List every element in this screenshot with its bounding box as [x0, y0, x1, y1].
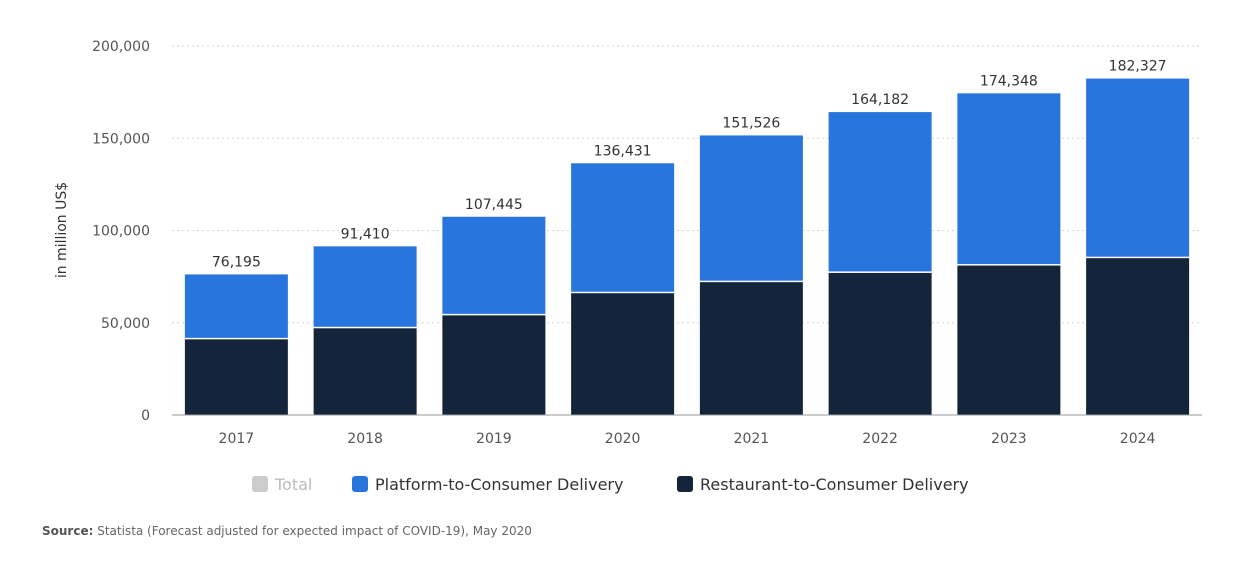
bar-restaurant-2022[interactable] — [828, 272, 932, 415]
bar-total-label: 91,410 — [341, 226, 390, 242]
bar-platform-2022[interactable] — [828, 112, 932, 272]
bar-platform-2017[interactable] — [184, 274, 288, 338]
x-tick-label: 2017 — [219, 431, 255, 447]
bar-total-label: 107,445 — [465, 197, 523, 213]
y-tick-label: 0 — [141, 408, 150, 424]
bar-total-label: 164,182 — [851, 92, 909, 108]
bar-restaurant-2019[interactable] — [442, 315, 546, 415]
legend-label[interactable]: Total — [274, 475, 312, 494]
bar-platform-2019[interactable] — [442, 216, 546, 314]
bar-total-label: 76,195 — [212, 254, 261, 270]
x-tick-label: 2022 — [862, 431, 898, 447]
bar-platform-2021[interactable] — [699, 135, 803, 281]
y-tick-label: 200,000 — [92, 39, 150, 55]
y-tick-label: 50,000 — [101, 316, 150, 332]
x-tick-label: 2019 — [476, 431, 512, 447]
legend-label[interactable]: Restaurant-to-Consumer Delivery — [700, 475, 969, 494]
bar-restaurant-2023[interactable] — [957, 265, 1061, 415]
bar-total-label: 182,327 — [1109, 59, 1167, 75]
bar-restaurant-2017[interactable] — [184, 339, 288, 415]
legend-swatch[interactable] — [252, 476, 268, 492]
bar-platform-2020[interactable] — [571, 163, 675, 292]
x-tick-label: 2023 — [991, 431, 1027, 447]
bar-total-label: 136,431 — [594, 143, 652, 159]
bar-platform-2024[interactable] — [1086, 78, 1190, 257]
bar-platform-2018[interactable] — [313, 246, 417, 327]
bar-restaurant-2024[interactable] — [1086, 258, 1190, 415]
legend-swatch[interactable] — [677, 476, 693, 492]
source-note: Source: Statista (Forecast adjusted for … — [42, 524, 532, 538]
bar-total-label: 174,348 — [980, 73, 1038, 89]
bar-restaurant-2021[interactable] — [699, 282, 803, 415]
x-tick-label: 2024 — [1120, 431, 1156, 447]
bar-restaurant-2020[interactable] — [571, 293, 675, 415]
source-label: Source: — [42, 524, 94, 538]
x-tick-label: 2020 — [605, 431, 641, 447]
y-tick-label: 100,000 — [92, 224, 150, 240]
legend-label[interactable]: Platform-to-Consumer Delivery — [375, 475, 623, 494]
bar-total-label: 151,526 — [722, 115, 780, 131]
y-tick-label: 150,000 — [92, 131, 150, 147]
x-tick-label: 2018 — [347, 431, 383, 447]
legend-swatch[interactable] — [352, 476, 368, 492]
x-tick-label: 2021 — [734, 431, 770, 447]
y-axis-label: in million US$ — [54, 182, 70, 278]
source-text: Statista (Forecast adjusted for expected… — [93, 524, 532, 538]
bar-platform-2023[interactable] — [957, 93, 1061, 265]
bar-restaurant-2018[interactable] — [313, 328, 417, 415]
